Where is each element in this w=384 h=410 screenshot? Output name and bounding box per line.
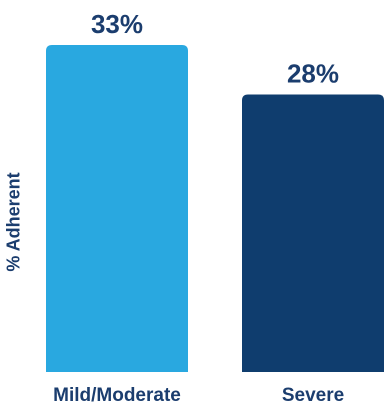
value-label: 33%: [91, 9, 143, 39]
bar-mild-moderate: [46, 45, 188, 372]
category-label: Mild/Moderate: [53, 385, 181, 406]
bar-severe: [242, 94, 384, 372]
value-label: 28%: [287, 59, 339, 89]
category-label: Severe: [282, 385, 344, 406]
